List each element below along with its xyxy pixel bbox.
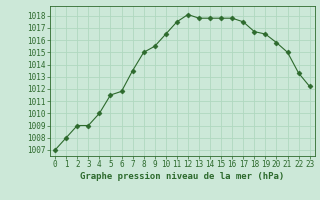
X-axis label: Graphe pression niveau de la mer (hPa): Graphe pression niveau de la mer (hPa) <box>80 172 284 181</box>
